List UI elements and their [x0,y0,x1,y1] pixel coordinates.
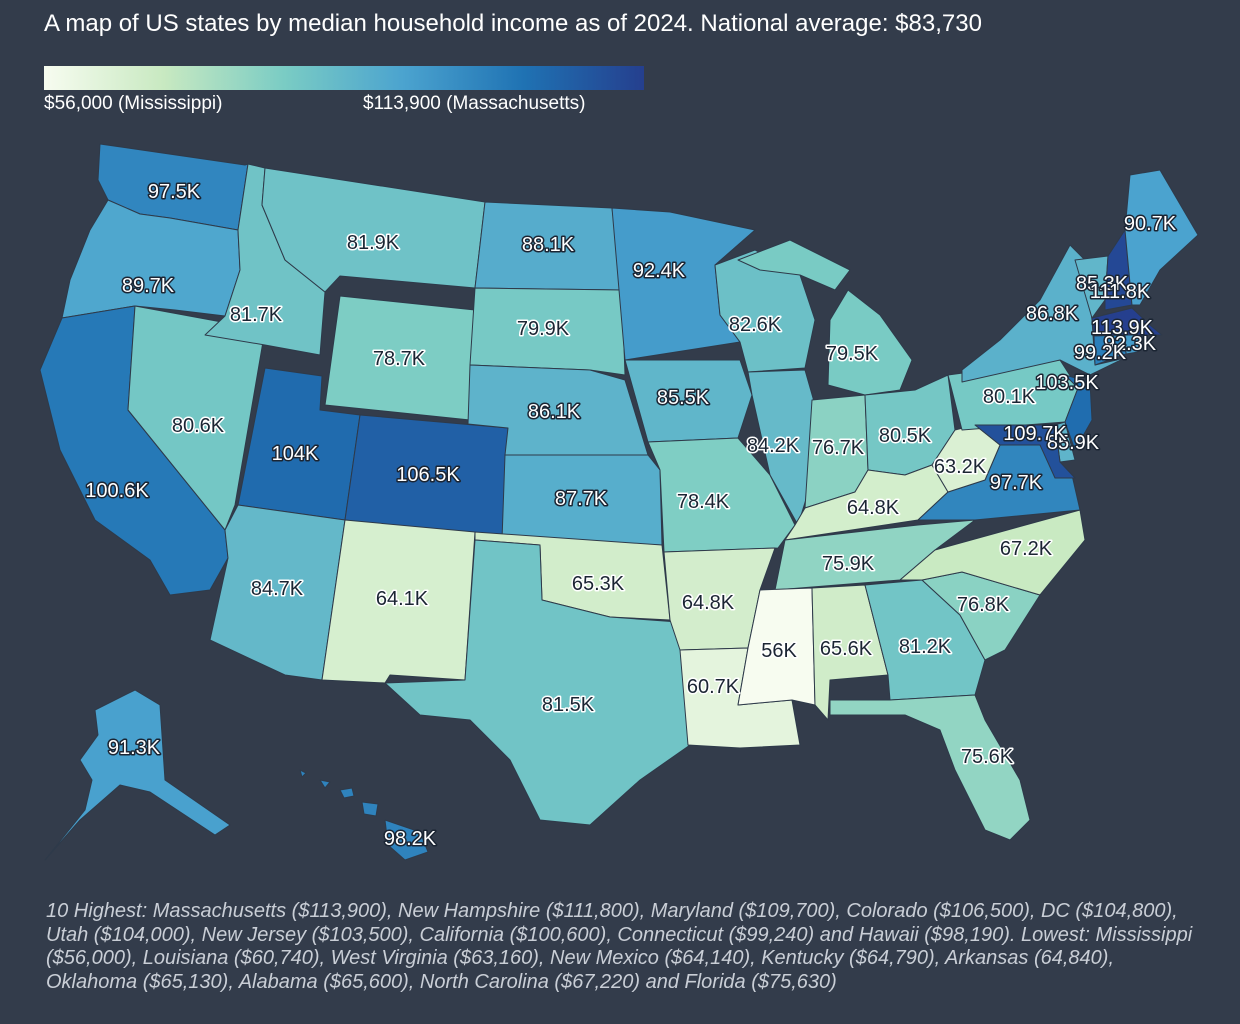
label-illinois: 84.2K [747,435,800,457]
label-rhode-island: 92.3K [1104,333,1157,355]
label-montana: 81.9K [347,232,400,254]
state-iowa[interactable] [624,359,753,443]
label-arizona: 84.7K [251,578,304,600]
label-hawaii: 98.2K [384,828,437,850]
state-shapes [39,143,1199,861]
label-texas: 81.5K [542,694,595,716]
state-kansas[interactable] [501,454,663,546]
label-maryland: 109.7K [1003,423,1067,445]
label-north-carolina: 67.2K [1000,538,1053,560]
label-nevada: 80.6K [172,415,225,437]
state-alaska[interactable] [44,689,231,861]
label-pennsylvania: 80.1K [983,386,1036,408]
label-delaware: 85.9K [1047,432,1100,454]
color-scale-legend [44,66,644,90]
label-louisiana: 60.7K [687,676,740,698]
legend-max-label: $113,900 (Massachusetts) [363,93,586,114]
state-connecticut[interactable] [1093,334,1127,366]
label-colorado: 106.5K [396,464,460,486]
label-arkansas: 64.8K [682,592,735,614]
label-new-jersey: 103.5K [1035,372,1099,394]
label-kentucky: 64.8K [847,497,900,519]
label-california: 100.6K [85,480,149,502]
label-massachusetts: 113.9K [1091,317,1154,339]
label-virginia: 97.7K [990,472,1043,494]
label-wyoming: 78.7K [373,348,426,370]
label-oklahoma: 65.3K [572,573,625,595]
label-ohio: 80.5K [879,425,932,447]
state-hawaii[interactable] [299,769,429,861]
state-new-jersey[interactable] [1064,374,1093,451]
label-missouri: 78.4K [677,491,730,513]
us-choropleth-map: 97.5K 89.7K 100.6K 80.6K 81.7K 81.9K 78.… [39,143,1199,861]
label-mississippi: 56K [761,640,797,662]
label-new-york: 86.8K [1026,303,1079,325]
state-florida[interactable] [829,694,1031,841]
state-new-hampshire[interactable] [1104,229,1133,311]
label-minnesota: 92.4K [633,260,686,282]
label-oregon: 89.7K [122,275,175,297]
label-maine: 90.7K [1124,213,1177,235]
label-tennessee: 75.9K [822,553,875,575]
state-texas[interactable] [384,539,691,826]
label-idaho: 81.7K [230,304,283,326]
label-indiana: 76.7K [812,437,865,459]
map-title: A map of US states by median household i… [44,10,982,37]
state-south-dakota[interactable] [469,287,626,376]
label-wisconsin: 82.6K [729,314,782,336]
label-west-virginia: 63.2K [934,456,987,478]
label-georgia: 81.2K [899,636,952,658]
label-alaska: 91.3K [108,737,161,759]
state-michigan[interactable] [737,239,913,396]
state-missouri[interactable] [647,437,796,553]
label-alabama: 65.6K [820,638,873,660]
label-south-dakota: 79.9K [517,318,570,340]
state-maryland[interactable] [974,424,1076,479]
legend-min-label: $56,000 (Mississippi) [44,93,223,114]
label-north-dakota: 88.1K [522,234,575,256]
state-value-labels: 97.5K 89.7K 100.6K 80.6K 81.7K 81.9K 78.… [84,180,1178,852]
state-maine[interactable] [1124,169,1199,306]
footnote: 10 Highest: Massachusetts ($113,900), Ne… [46,900,1193,993]
label-iowa: 85.5K [657,387,710,409]
label-kansas: 87.7K [555,488,608,510]
label-new-hampshire: 111.8K [1090,281,1151,303]
label-vermont: 85.3K [1076,273,1129,295]
state-oregon[interactable] [61,199,241,319]
label-south-carolina: 76.8K [957,594,1010,616]
label-washington: 97.5K [148,181,201,203]
label-utah: 104K [272,443,319,465]
label-new-mexico: 64.1K [376,588,429,610]
label-connecticut: 99.2K [1074,342,1127,364]
label-florida: 75.6K [961,746,1014,768]
label-michigan: 79.5K [826,343,879,365]
label-nebraska: 86.1K [528,401,581,423]
state-north-carolina[interactable] [899,509,1086,596]
